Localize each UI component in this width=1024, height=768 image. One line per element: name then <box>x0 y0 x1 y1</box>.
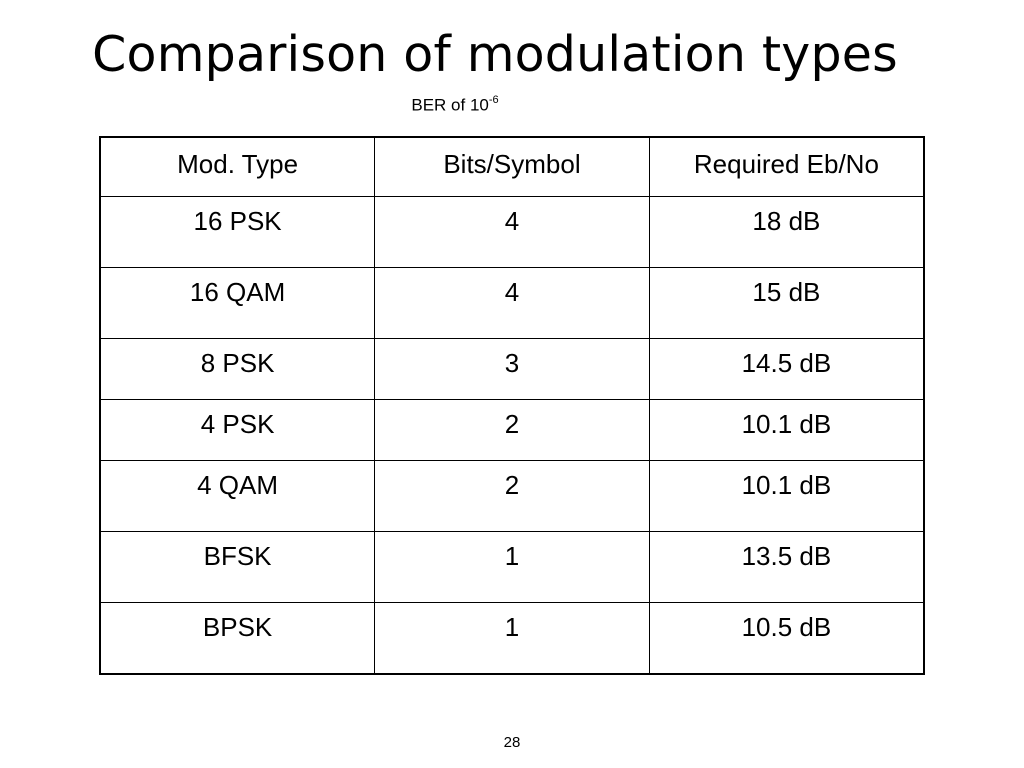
table-row: BFSK 1 13.5 dB <box>99 531 925 603</box>
cell-mod-type: 16 QAM <box>99 267 376 339</box>
slide-subtitle: BER of 10-6 <box>0 90 910 117</box>
cell-bits-per-symbol: 4 <box>374 196 650 268</box>
cell-required-eb-no: 10.5 dB <box>648 602 925 675</box>
table-row: 16 PSK 4 18 dB <box>99 196 925 268</box>
cell-required-eb-no: 10.1 dB <box>648 460 925 532</box>
table-row: 16 QAM 4 15 dB <box>99 267 925 339</box>
cell-bits-per-symbol: 2 <box>374 399 650 461</box>
table-row: 8 PSK 3 14.5 dB <box>99 338 925 400</box>
subtitle-text: BER of 10 <box>411 95 489 115</box>
cell-mod-type: 8 PSK <box>99 338 376 400</box>
cell-bits-per-symbol: 1 <box>374 531 650 603</box>
cell-bits-per-symbol: 2 <box>374 460 650 532</box>
cell-required-eb-no: 18 dB <box>648 196 925 268</box>
modulation-comparison-table: Mod. Type Bits/Symbol Required Eb/No 16 … <box>99 136 925 675</box>
cell-required-eb-no: 13.5 dB <box>648 531 925 603</box>
header-required-eb-no: Required Eb/No <box>648 136 925 197</box>
cell-mod-type: BPSK <box>99 602 376 675</box>
cell-required-eb-no: 15 dB <box>648 267 925 339</box>
table-header-row: Mod. Type Bits/Symbol Required Eb/No <box>99 136 925 197</box>
subtitle-exponent: -6 <box>488 94 499 106</box>
slide-title: Comparison of modulation types <box>92 26 898 83</box>
table-row: 4 PSK 2 10.1 dB <box>99 399 925 461</box>
cell-required-eb-no: 10.1 dB <box>648 399 925 461</box>
cell-mod-type: BFSK <box>99 531 376 603</box>
cell-mod-type: 16 PSK <box>99 196 376 268</box>
cell-bits-per-symbol: 3 <box>374 338 650 400</box>
table-row: 4 QAM 2 10.1 dB <box>99 460 925 532</box>
header-bits-per-symbol: Bits/Symbol <box>374 136 650 197</box>
cell-required-eb-no: 14.5 dB <box>648 338 925 400</box>
cell-bits-per-symbol: 4 <box>374 267 650 339</box>
cell-mod-type: 4 PSK <box>99 399 376 461</box>
table-row: BPSK 1 10.5 dB <box>99 602 925 675</box>
header-mod-type: Mod. Type <box>99 136 376 197</box>
cell-bits-per-symbol: 1 <box>374 602 650 675</box>
cell-mod-type: 4 QAM <box>99 460 376 532</box>
page-number: 28 <box>503 734 521 751</box>
